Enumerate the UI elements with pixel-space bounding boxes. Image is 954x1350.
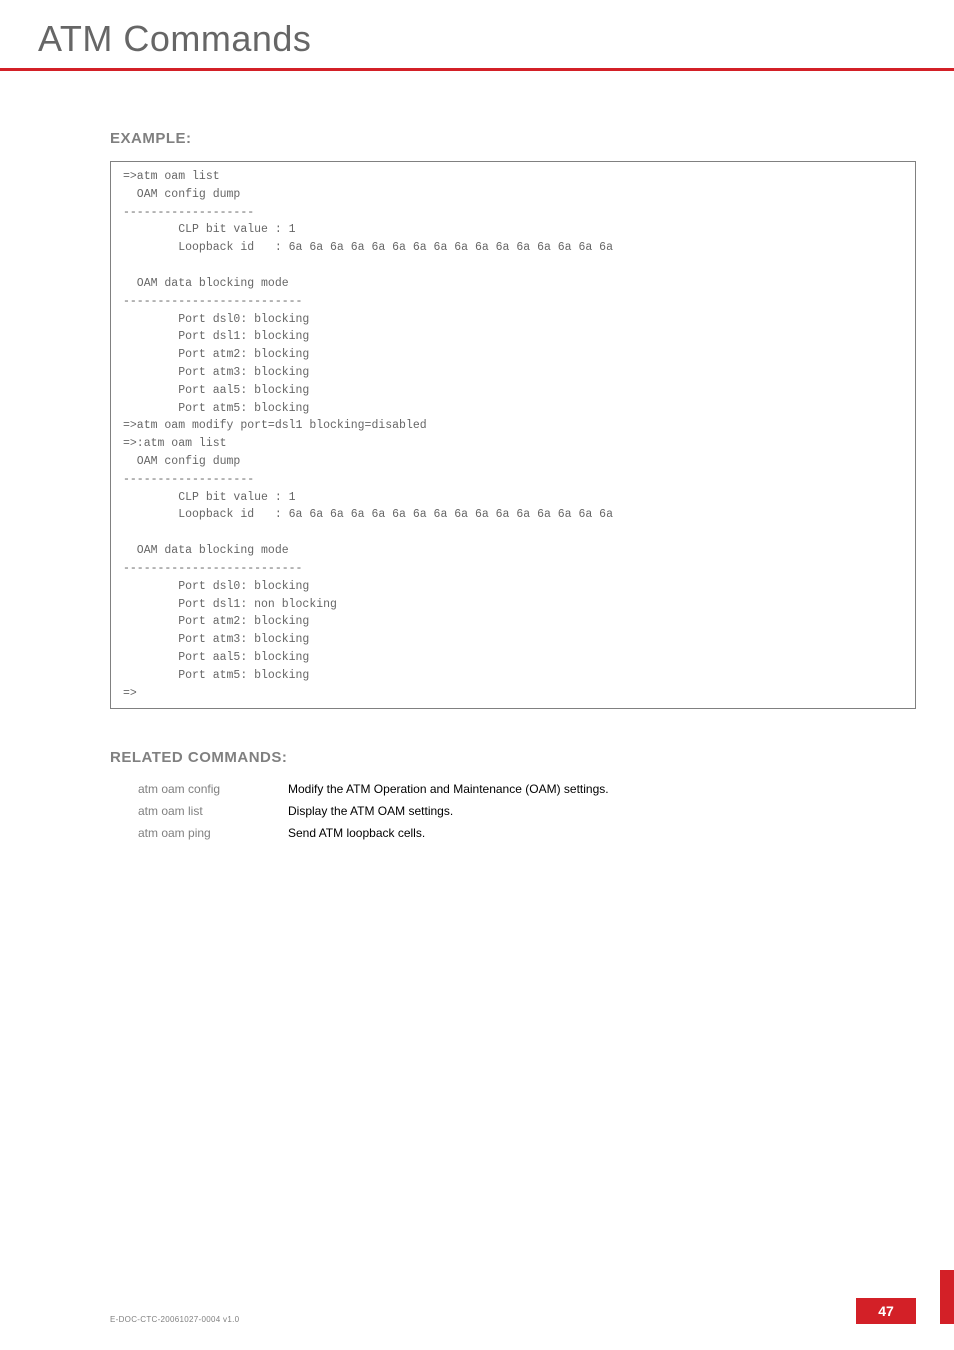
related-command-desc: Send ATM loopback cells. — [288, 826, 425, 840]
related-command-desc: Modify the ATM Operation and Maintenance… — [288, 782, 609, 796]
example-heading: EXAMPLE: — [110, 130, 916, 147]
page-title: ATM Commands — [0, 0, 954, 60]
related-row: atm oam list Display the ATM OAM setting… — [138, 804, 916, 818]
doc-id: E-DOC-CTC-20061027-0004 v1.0 — [110, 1315, 239, 1324]
related-heading: RELATED COMMANDS: — [110, 749, 916, 766]
example-code: =>atm oam list OAM config dump ---------… — [110, 161, 916, 709]
side-accent-strip — [940, 1270, 954, 1324]
related-command-desc: Display the ATM OAM settings. — [288, 804, 453, 818]
main-content: EXAMPLE: =>atm oam list OAM config dump … — [0, 60, 954, 840]
example-section: EXAMPLE: =>atm oam list OAM config dump … — [110, 130, 916, 709]
related-command-name[interactable]: atm oam config — [138, 782, 288, 796]
related-command-name[interactable]: atm oam ping — [138, 826, 288, 840]
related-row: atm oam config Modify the ATM Operation … — [138, 782, 916, 796]
related-row: atm oam ping Send ATM loopback cells. — [138, 826, 916, 840]
page-number: 47 — [856, 1298, 916, 1324]
related-commands-table: atm oam config Modify the ATM Operation … — [138, 782, 916, 840]
related-command-name[interactable]: atm oam list — [138, 804, 288, 818]
header-rule — [0, 68, 954, 71]
page-footer: E-DOC-CTC-20061027-0004 v1.0 47 — [110, 1298, 916, 1324]
related-commands-section: RELATED COMMANDS: atm oam config Modify … — [110, 749, 916, 840]
